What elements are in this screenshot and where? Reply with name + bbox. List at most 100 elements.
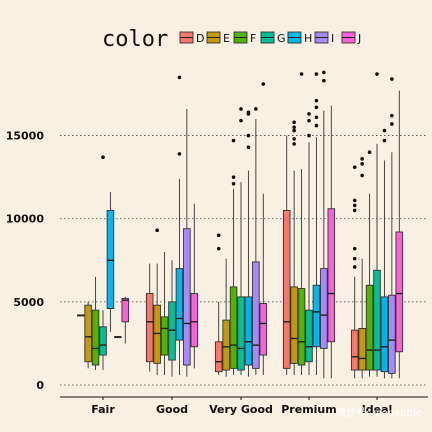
x-tick-label: Good <box>156 403 188 416</box>
legend-label: J <box>357 32 361 45</box>
outlier <box>382 128 387 133</box>
box-E-good <box>153 228 161 376</box>
box <box>365 284 374 371</box>
outlier <box>352 165 357 169</box>
outlier <box>239 118 243 123</box>
outlier <box>390 122 394 126</box>
outlier <box>314 72 319 76</box>
outlier <box>177 75 182 80</box>
box <box>214 341 223 373</box>
box <box>252 261 260 369</box>
outlier <box>314 123 319 128</box>
x-axis-ticks: Fair Good Very Good Premium Ideal <box>91 397 392 416</box>
box-E-fair <box>84 301 92 369</box>
legend-label: H <box>304 32 312 45</box>
box-D-good <box>145 263 154 372</box>
outlier <box>246 110 251 115</box>
outlier <box>292 125 296 130</box>
outlier <box>307 118 311 123</box>
outlier <box>314 115 319 120</box>
box <box>282 209 291 369</box>
box-J-premium <box>327 105 336 379</box>
box <box>160 316 169 356</box>
box-H-fair <box>106 192 115 332</box>
box <box>84 304 92 363</box>
outlier <box>360 157 364 161</box>
box-H-ideal <box>380 128 389 379</box>
y-tick-label: 15000 <box>6 130 45 143</box>
box <box>145 293 154 363</box>
outlier <box>352 256 357 261</box>
outlier <box>360 162 364 166</box>
outlier <box>352 246 357 251</box>
outlier <box>314 98 319 103</box>
outlier <box>390 77 394 81</box>
watermark-text: 微信号: biobabble <box>336 406 422 419</box>
box <box>190 293 199 348</box>
box <box>320 268 328 349</box>
box <box>229 286 238 369</box>
legend-item-E: E <box>206 31 230 45</box>
y-tick-label: 10000 <box>6 213 45 226</box>
legend-items: D E F G H I J <box>179 31 361 45</box>
x-tick-label: Ideal <box>362 403 393 416</box>
legend-item-G: G <box>260 31 286 45</box>
box-I-fair <box>114 336 122 339</box>
outlier <box>390 113 394 118</box>
outlier <box>292 142 296 146</box>
legend-item-H: H <box>287 31 312 45</box>
outlier <box>292 137 296 141</box>
legend-label: F <box>250 32 256 45</box>
box-E-premium <box>290 120 298 376</box>
box-I-very-good <box>252 107 260 376</box>
box <box>350 329 359 371</box>
box <box>153 304 161 364</box>
box-D-fair <box>76 314 85 317</box>
x-tick-label: Very Good <box>209 403 273 416</box>
outlier <box>216 246 221 251</box>
legend-label: I <box>331 32 334 45</box>
box <box>121 298 130 323</box>
legend: color D E F G H I J <box>102 27 361 52</box>
outlier <box>231 182 236 186</box>
boxplots <box>76 70 404 379</box>
legend-label: E <box>223 32 230 45</box>
box-J-ideal <box>395 90 404 379</box>
outlier <box>246 133 251 138</box>
outlier <box>352 203 357 208</box>
box <box>327 208 336 343</box>
outlier <box>352 198 357 203</box>
outlier <box>246 145 251 150</box>
legend-label: G <box>277 32 286 45</box>
outlier <box>216 233 221 238</box>
box <box>395 231 404 353</box>
outlier <box>307 112 311 116</box>
box-I-good <box>183 108 191 377</box>
box <box>312 284 321 348</box>
box <box>183 228 191 366</box>
box <box>358 328 366 371</box>
box-E-very-good <box>222 258 230 377</box>
outlier <box>352 265 357 269</box>
box-F-good <box>160 251 169 376</box>
outlier <box>261 82 266 86</box>
outlier <box>239 107 243 111</box>
watermark: 微信号: biobabble <box>336 406 422 419</box>
box <box>259 303 268 356</box>
box-H-good <box>175 75 184 376</box>
outlier <box>231 138 236 143</box>
outlier <box>155 228 159 233</box>
box-F-ideal <box>365 150 374 377</box>
box <box>91 309 100 366</box>
box <box>380 296 389 373</box>
outlier <box>231 175 236 179</box>
box-E-ideal <box>358 157 366 379</box>
box-G-fair <box>99 155 107 371</box>
outlier <box>101 155 105 159</box>
outlier <box>307 133 311 138</box>
legend-item-I: I <box>314 31 334 45</box>
box <box>175 268 184 341</box>
box <box>305 309 313 363</box>
outlier <box>352 208 357 213</box>
